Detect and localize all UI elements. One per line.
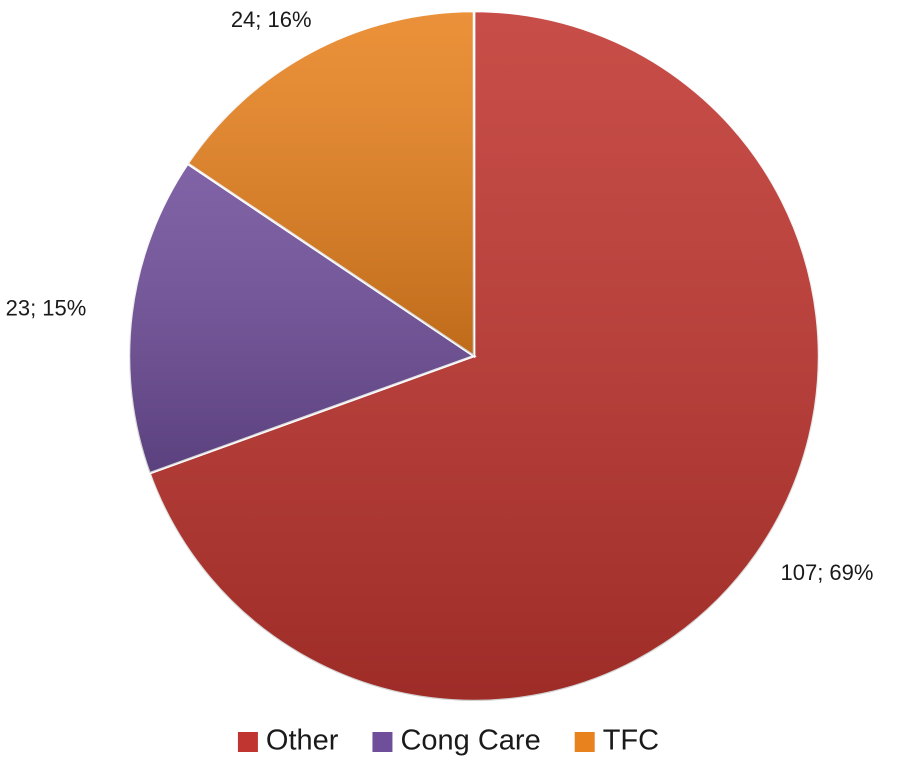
- legend-label: Other: [266, 725, 339, 757]
- legend-swatch: [237, 732, 258, 752]
- value-label: 107; 69%: [780, 560, 873, 585]
- slice-shade: [187, 11, 474, 356]
- value-label: 23; 15%: [6, 295, 87, 320]
- legend-label: TFC: [603, 725, 659, 757]
- legend-label: Cong Care: [400, 725, 540, 757]
- value-label: 24; 16%: [231, 7, 312, 32]
- legend-swatch: [574, 732, 595, 752]
- legend-swatch: [372, 732, 393, 752]
- slice-shade: [149, 11, 819, 701]
- slice-shade: [128, 163, 474, 474]
